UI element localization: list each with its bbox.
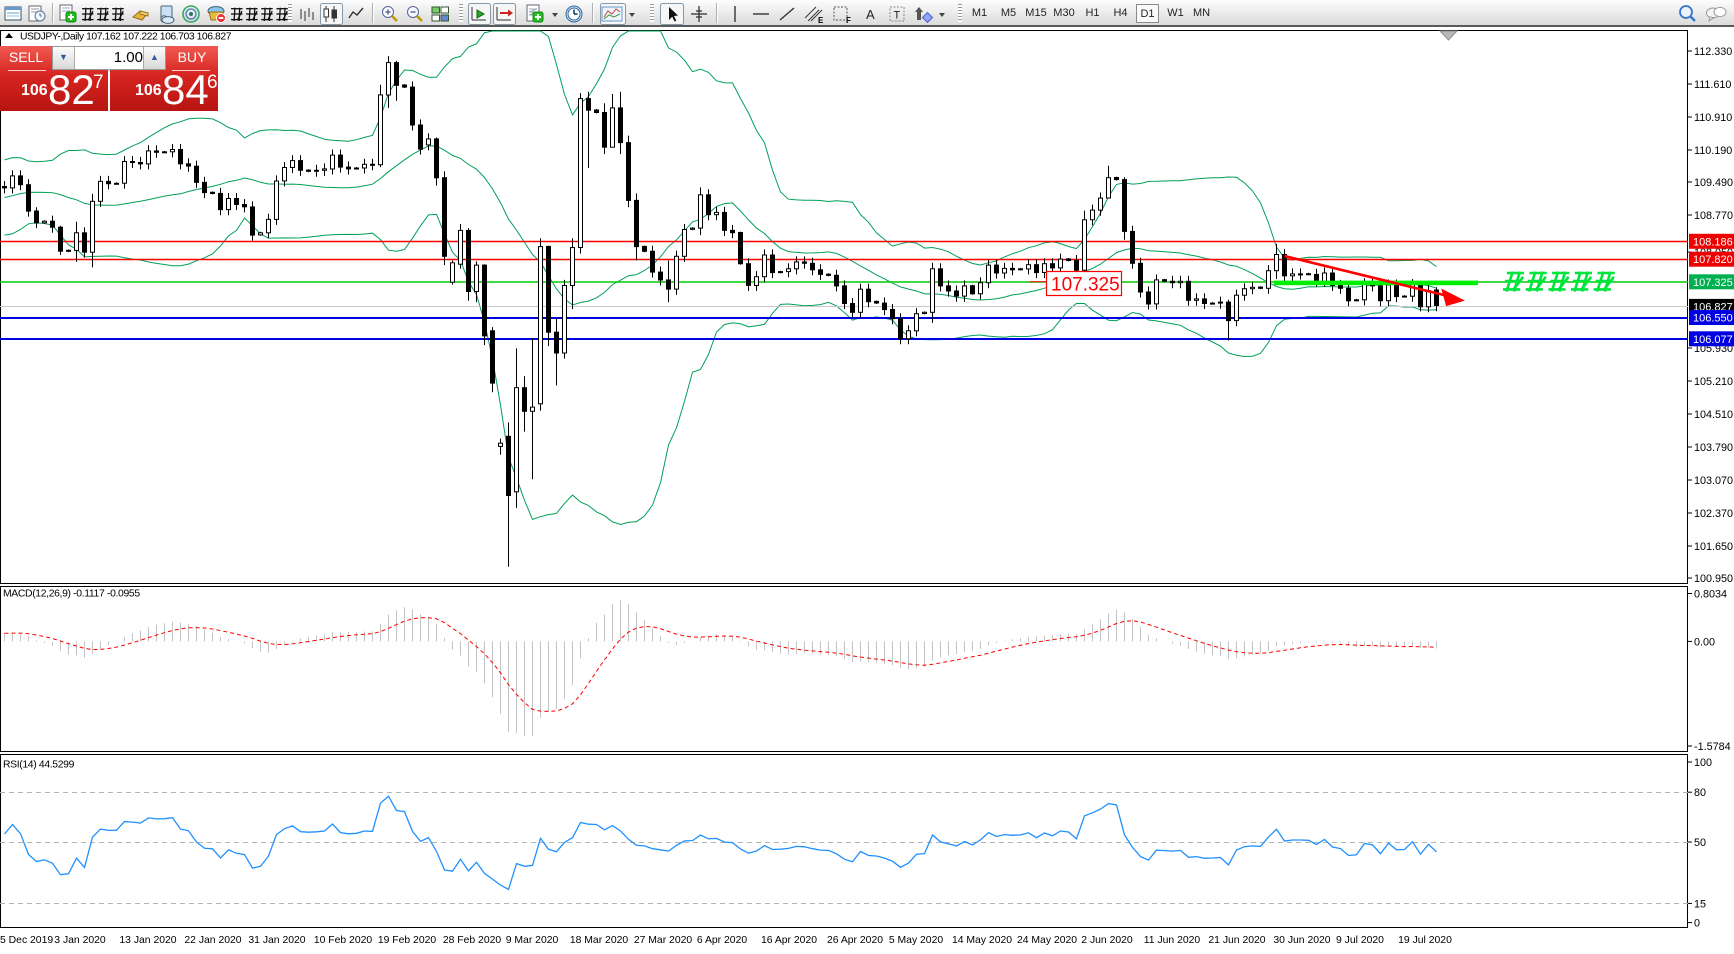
svg-text:T: T bbox=[894, 10, 901, 22]
svg-text:80: 80 bbox=[1694, 787, 1706, 799]
svg-text:19 Jul 2020: 19 Jul 2020 bbox=[1398, 935, 1452, 946]
svg-text:3 Jan 2020: 3 Jan 2020 bbox=[54, 935, 106, 946]
svg-text:21 Jun 2020: 21 Jun 2020 bbox=[1208, 935, 1265, 946]
svg-text:107.325: 107.325 bbox=[1051, 275, 1120, 296]
svg-text:19 Feb 2020: 19 Feb 2020 bbox=[378, 935, 437, 946]
svg-text:24 May 2020: 24 May 2020 bbox=[1017, 935, 1077, 946]
svg-text:103.790: 103.790 bbox=[1694, 442, 1733, 454]
svg-text:11 Jun 2020: 11 Jun 2020 bbox=[1144, 935, 1201, 946]
svg-text:110.190: 110.190 bbox=[1694, 145, 1732, 157]
svg-text:108.770: 108.770 bbox=[1694, 210, 1733, 222]
svg-text:E: E bbox=[818, 16, 824, 25]
svg-text:100.950: 100.950 bbox=[1694, 573, 1733, 585]
svg-text:MACD(12,26,9) -0.1117 -0.0955: MACD(12,26,9) -0.1117 -0.0955 bbox=[3, 589, 140, 600]
svg-text:112.330: 112.330 bbox=[1694, 46, 1732, 58]
svg-text:30 Jun 2020: 30 Jun 2020 bbox=[1273, 935, 1330, 946]
svg-text:0.00: 0.00 bbox=[1694, 636, 1715, 648]
svg-text:10 Feb 2020: 10 Feb 2020 bbox=[314, 935, 373, 946]
svg-text:14 May 2020: 14 May 2020 bbox=[952, 935, 1012, 946]
svg-text:18 Mar 2020: 18 Mar 2020 bbox=[570, 935, 629, 946]
svg-text:0.8034: 0.8034 bbox=[1694, 589, 1727, 601]
svg-text:A: A bbox=[866, 7, 875, 22]
svg-text:22 Jan 2020: 22 Jan 2020 bbox=[184, 935, 241, 946]
svg-text:107.820: 107.820 bbox=[1693, 254, 1733, 266]
svg-text:5 Dec 2019: 5 Dec 2019 bbox=[0, 935, 53, 946]
svg-text:110.910: 110.910 bbox=[1694, 112, 1732, 124]
svg-text:104.510: 104.510 bbox=[1694, 409, 1733, 421]
svg-text:26 Apr 2020: 26 Apr 2020 bbox=[827, 935, 883, 946]
svg-text:16 Apr 2020: 16 Apr 2020 bbox=[761, 935, 817, 946]
svg-text:31 Jan 2020: 31 Jan 2020 bbox=[248, 935, 305, 946]
svg-text:27 Mar 2020: 27 Mar 2020 bbox=[634, 935, 693, 946]
svg-text:13 Jan 2020: 13 Jan 2020 bbox=[119, 935, 176, 946]
svg-text:107.325: 107.325 bbox=[1693, 277, 1733, 289]
svg-text:103.070: 103.070 bbox=[1694, 475, 1733, 487]
svg-text:RSI(14) 44.5299: RSI(14) 44.5299 bbox=[3, 760, 75, 771]
svg-text:106.077: 106.077 bbox=[1693, 334, 1733, 346]
svg-text:9 Mar 2020: 9 Mar 2020 bbox=[506, 935, 559, 946]
svg-text:106.550: 106.550 bbox=[1693, 313, 1733, 325]
svg-text:USDJPY-,Daily 107.162 107.222: USDJPY-,Daily 107.162 107.222 106.703 10… bbox=[20, 32, 232, 43]
svg-text:105.210: 105.210 bbox=[1694, 376, 1733, 388]
svg-text:50: 50 bbox=[1694, 837, 1706, 849]
svg-text:111.610: 111.610 bbox=[1694, 79, 1731, 91]
svg-text:9 Jul 2020: 9 Jul 2020 bbox=[1336, 935, 1384, 946]
svg-text:109.490: 109.490 bbox=[1694, 177, 1733, 189]
svg-text:6 Apr 2020: 6 Apr 2020 bbox=[697, 935, 747, 946]
svg-text:5 May 2020: 5 May 2020 bbox=[889, 935, 944, 946]
svg-text:108.186: 108.186 bbox=[1693, 236, 1733, 248]
svg-text:-1.5784: -1.5784 bbox=[1694, 741, 1731, 753]
svg-text:101.650: 101.650 bbox=[1694, 541, 1733, 553]
svg-text:2 Jun 2020: 2 Jun 2020 bbox=[1081, 935, 1133, 946]
svg-text:0: 0 bbox=[1694, 918, 1700, 930]
svg-text:F: F bbox=[846, 16, 851, 25]
svg-text:102.370: 102.370 bbox=[1694, 508, 1733, 520]
svg-text:28 Feb 2020: 28 Feb 2020 bbox=[443, 935, 502, 946]
svg-text:100: 100 bbox=[1694, 757, 1712, 769]
svg-text:15: 15 bbox=[1694, 898, 1706, 910]
